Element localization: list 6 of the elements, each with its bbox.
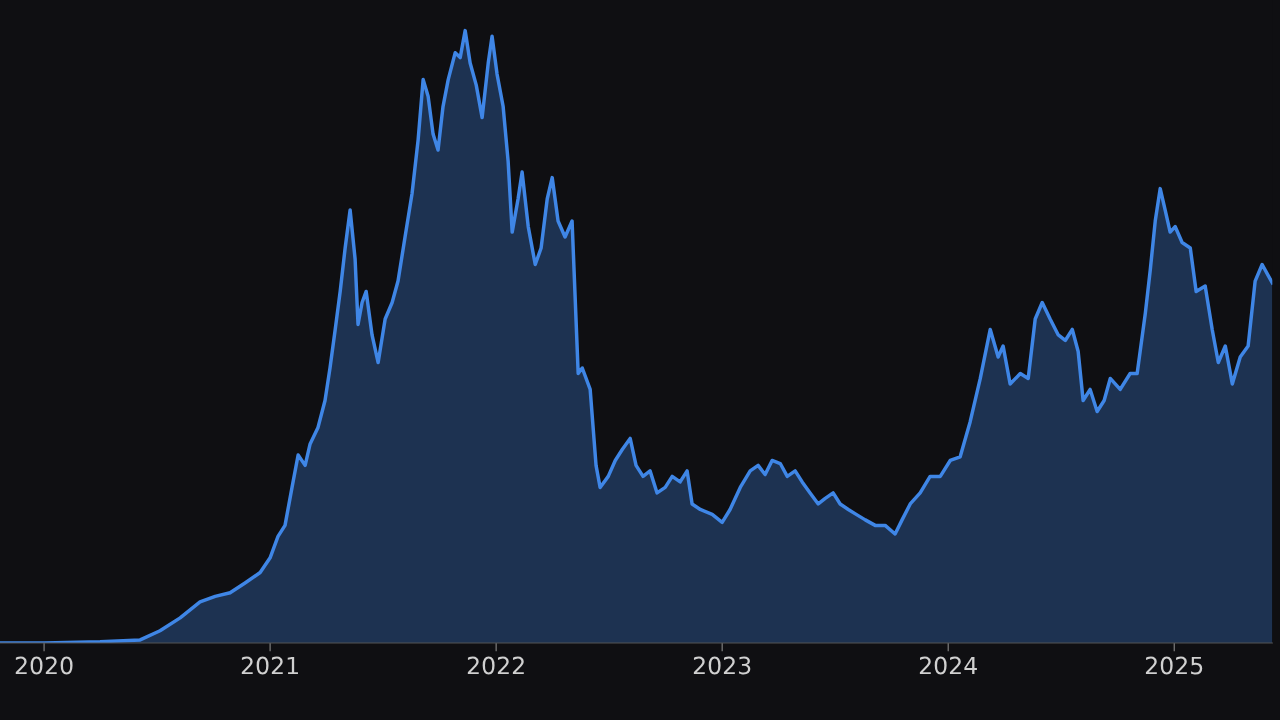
x-tick-label: 2023: [693, 656, 751, 675]
x-tick-label: 2021: [241, 656, 298, 675]
x-tick-label: 2024: [919, 656, 977, 675]
x-tick-label: 2022: [467, 656, 524, 675]
x-tick-label: 2025: [1145, 656, 1203, 675]
x-tick-label: 2020: [15, 656, 73, 675]
